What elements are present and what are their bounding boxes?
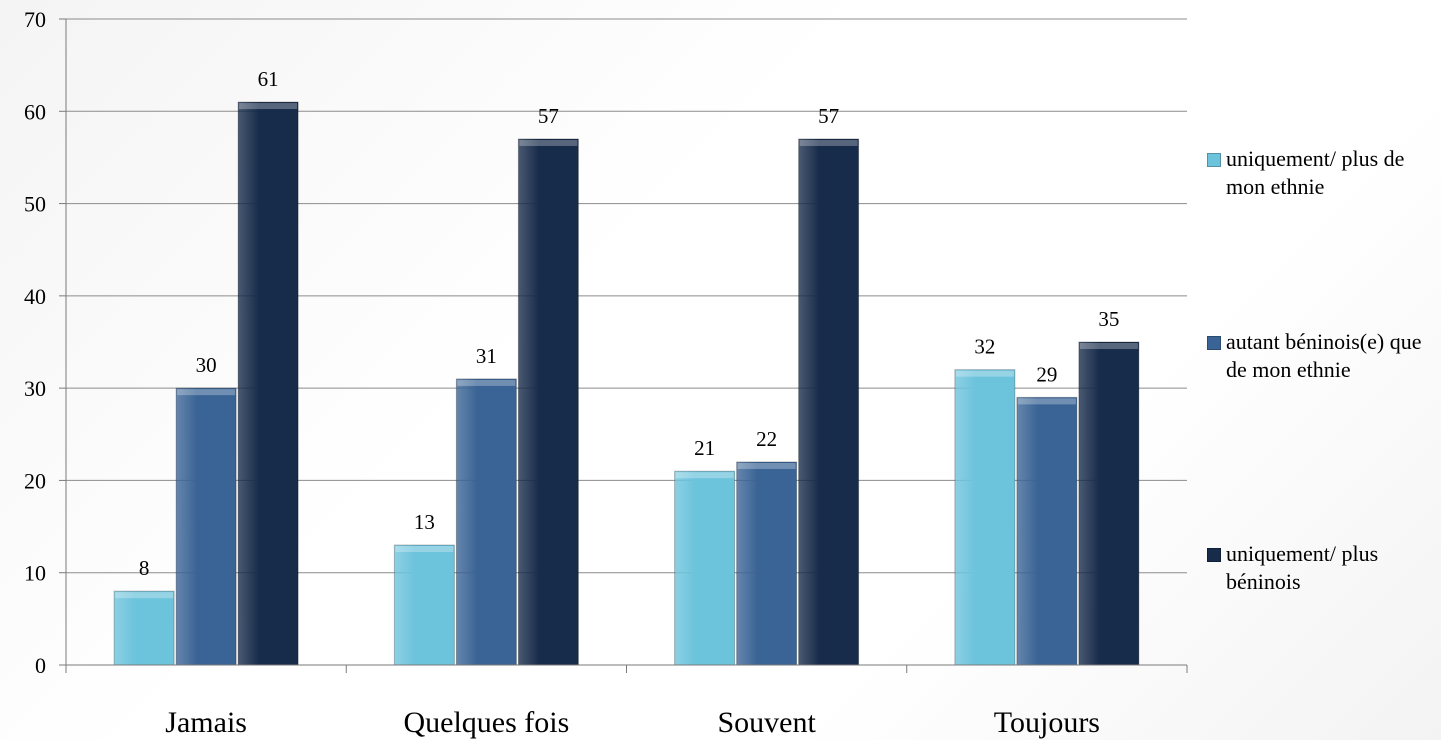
data-label: 21 [694,436,715,460]
data-label: 57 [818,104,839,128]
bar-series-3 [798,138,860,666]
bar-top-highlight [239,103,298,110]
data-label: 13 [414,510,435,534]
bar-series-3 [237,101,299,666]
legend-label-series-1: uniquement/ plus de mon ethnie [1226,146,1405,199]
bar-top-highlight [519,139,578,146]
y-tick-label: 10 [24,561,46,586]
bar-top-highlight [737,462,796,469]
data-label: 61 [258,67,279,91]
bar-series-1 [393,544,455,666]
legend-swatch-series-3 [1207,548,1221,562]
data-label: 30 [196,353,217,377]
data-label: 35 [1098,307,1119,331]
y-tick-label: 70 [24,7,46,32]
bar-series-2 [455,378,517,666]
bar-series-2 [1016,396,1078,666]
bar-series-1 [674,470,736,666]
axes [59,18,1188,673]
legend-swatch-series-1 [1207,153,1221,167]
bar-series-3 [1078,341,1140,666]
bar-top-highlight [799,139,858,146]
bars [113,101,1140,666]
bar-top-highlight [115,592,174,599]
bar-top-highlight [177,389,236,396]
bar-top-highlight [675,472,734,479]
bar-series-1 [954,369,1016,666]
legend-label-series-2: autant béninois(e) que de mon ethnie [1226,329,1422,382]
y-tick-label: 50 [24,192,46,217]
y-tick-label: 40 [24,284,46,309]
legend: uniquement/ plus de mon ethnie autant bé… [1207,0,1441,740]
data-label: 57 [538,104,559,128]
y-tick-label: 30 [24,376,46,401]
data-label: 31 [476,344,497,368]
x-category-label: Toujours [994,706,1100,739]
data-label: 29 [1036,362,1057,386]
bar-top-highlight [1017,398,1076,405]
data-label: 32 [974,335,995,359]
legend-swatch-series-2 [1207,336,1221,350]
bar-series-2 [736,461,798,666]
bar-series-3 [517,138,579,666]
labels: 0 10 20 30 40 50 60 70 8 30 61 Jamais 13 31 57 Quelques… [24,7,1119,739]
bar-top-highlight [955,370,1014,377]
x-category-label: Souvent [717,706,816,739]
y-tick-label: 0 [35,653,46,678]
y-tick-label: 20 [24,468,46,493]
legend-label-series-3: uniquement/ plus béninois [1226,541,1379,594]
data-label: 8 [139,556,150,580]
y-tick-label: 60 [24,99,46,124]
bar-top-highlight [395,546,454,553]
bar-series-1 [113,590,175,666]
x-category-label: Jamais [165,706,247,739]
x-category-label: Quelques fois [403,706,569,739]
bar-series-2 [175,387,237,666]
data-label: 22 [756,427,777,451]
bar-top-highlight [1079,343,1138,349]
bar-top-highlight [457,379,516,386]
